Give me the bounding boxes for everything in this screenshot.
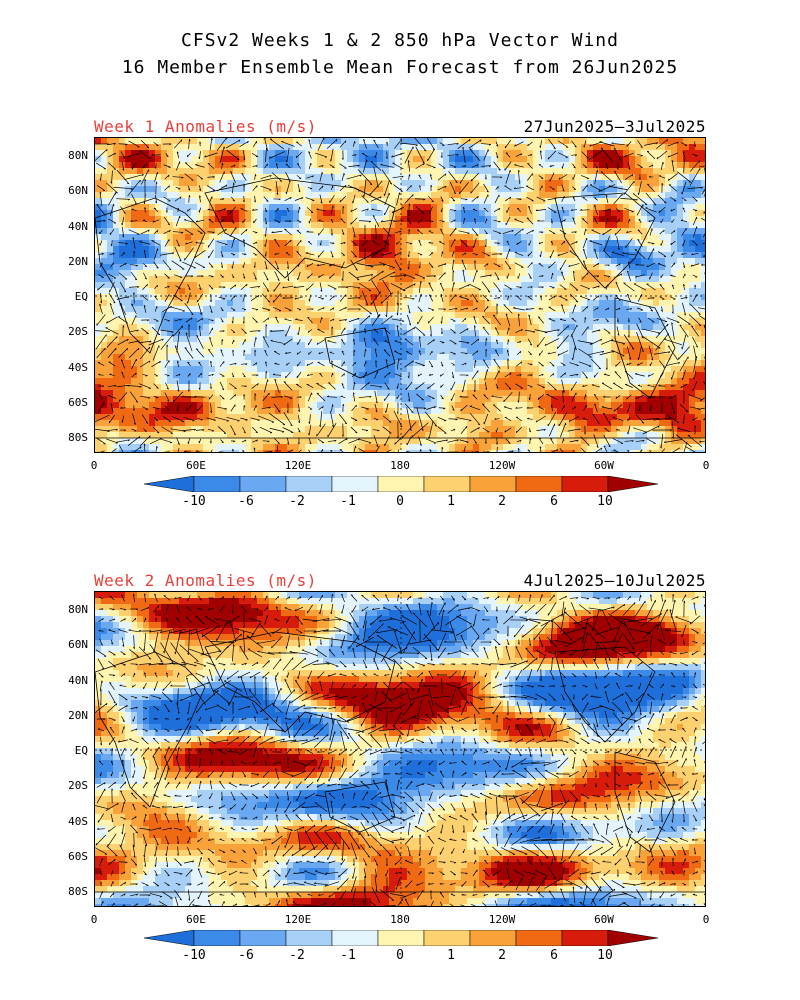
lat-label: 60N [68, 638, 88, 651]
anomaly-shading [95, 138, 705, 452]
lat-label: 80S [68, 431, 88, 444]
coastlines [95, 177, 705, 439]
week2-panel-label: Week 2 Anomalies (m/s) [94, 571, 317, 590]
week2-date-range: 4Jul2025–10Jul2025 [523, 571, 706, 590]
colorbar-label: 0 [396, 948, 404, 963]
lon-label: 120W [488, 913, 516, 926]
lon-label: 0 [702, 913, 710, 926]
lat-label: 40N [68, 674, 88, 687]
colorbar-label: -6 [238, 948, 254, 963]
colorbar-right-arrow [607, 476, 658, 492]
colorbar-segment [331, 930, 379, 946]
colorbar-segment [377, 476, 425, 492]
lon-label: 120W [488, 459, 516, 472]
colorbar-label: -1 [340, 948, 356, 963]
colorbar-label: 10 [597, 948, 613, 963]
week1-colorbar [144, 476, 658, 492]
lat-label: 80N [68, 149, 88, 162]
colorbar-segment [193, 930, 241, 946]
lon-label: 180 [390, 913, 410, 926]
lat-label: 20S [68, 779, 88, 792]
lon-label: 0 [702, 459, 710, 472]
lat-label: 40S [68, 815, 88, 828]
colorbar-segment [515, 476, 563, 492]
week1-anomaly-map [94, 137, 706, 453]
colorbar-label: 6 [550, 948, 558, 963]
colorbar-label: -2 [289, 948, 305, 963]
colorbar-left-arrow [144, 930, 195, 946]
colorbar-label: 2 [498, 948, 506, 963]
week1-date-range: 27Jun2025–3Jul2025 [523, 117, 706, 136]
colorbar-segment [193, 476, 241, 492]
colorbar-segment [561, 476, 609, 492]
week1-panel-label: Week 1 Anomalies (m/s) [94, 117, 317, 136]
colorbar-label: 1 [447, 494, 455, 509]
colorbar-segment [469, 930, 517, 946]
colorbar-segment [377, 930, 425, 946]
lon-label: 60E [186, 913, 206, 926]
figure-title-line1: CFSv2 Weeks 1 & 2 850 hPa Vector Wind [181, 30, 619, 51]
colorbar-label: 0 [396, 494, 404, 509]
lon-label: 0 [90, 913, 98, 926]
colorbar-label: -6 [238, 494, 254, 509]
lat-label: 20N [68, 255, 88, 268]
coastlines [95, 631, 705, 893]
lat-label: 40S [68, 361, 88, 374]
wind-vectors [95, 138, 705, 452]
figure-title-line2: 16 Member Ensemble Mean Forecast from 26… [121, 57, 679, 78]
colorbar-segment [423, 930, 471, 946]
colorbar-segment [515, 930, 563, 946]
wind-vectors [95, 593, 705, 906]
lat-label: 80N [68, 603, 88, 616]
lat-label: EQ [74, 290, 88, 303]
lat-label: 20N [68, 709, 88, 722]
lon-label: 180 [390, 459, 410, 472]
colorbar-segment [331, 476, 379, 492]
lat-label: 60S [68, 396, 88, 409]
colorbar-segment [285, 930, 333, 946]
colorbar-label: 10 [597, 494, 613, 509]
lon-label: 60E [186, 459, 206, 472]
colorbar-segment [561, 930, 609, 946]
lon-label: 60W [594, 459, 614, 472]
lat-label: 20S [68, 325, 88, 338]
lon-label: 0 [90, 459, 98, 472]
colorbar-label: 1 [447, 948, 455, 963]
colorbar-label: -2 [289, 494, 305, 509]
lon-label: 120E [284, 459, 312, 472]
colorbar-label: -10 [182, 494, 206, 509]
colorbar-label: 6 [550, 494, 558, 509]
week2-map-svg [95, 592, 705, 906]
lat-label: EQ [74, 744, 88, 757]
colorbar-segment [285, 476, 333, 492]
colorbar-segment [423, 476, 471, 492]
week2-colorbar [144, 930, 658, 946]
colorbar-label: -1 [340, 494, 356, 509]
week1-map-svg [95, 138, 705, 452]
colorbar-left-arrow [144, 476, 195, 492]
lat-label: 60S [68, 850, 88, 863]
colorbar-label: 2 [498, 494, 506, 509]
lon-label: 60W [594, 913, 614, 926]
lat-label: 80S [68, 885, 88, 898]
colorbar-right-arrow [607, 930, 658, 946]
colorbar-segment [469, 476, 517, 492]
lat-label: 60N [68, 184, 88, 197]
week2-anomaly-map [94, 591, 706, 907]
lat-label: 40N [68, 220, 88, 233]
colorbar-segment [239, 476, 287, 492]
colorbar-label: -10 [182, 948, 206, 963]
lon-label: 120E [284, 913, 312, 926]
colorbar-segment [239, 930, 287, 946]
